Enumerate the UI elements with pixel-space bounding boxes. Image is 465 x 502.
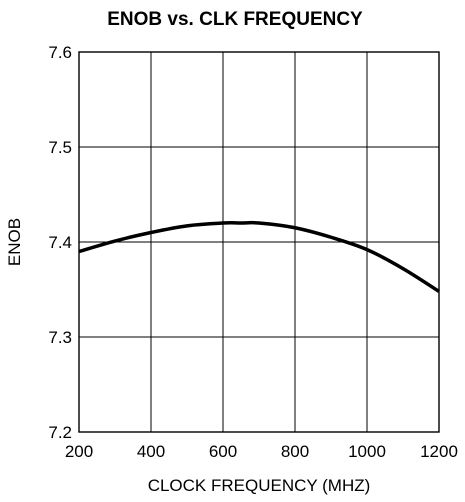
grid-lines [79,52,439,432]
y-tick-label: 7.2 [48,423,72,442]
x-tick-label: 200 [65,442,93,461]
y-tick-label: 7.4 [48,233,72,252]
y-tick-label: 7.6 [48,43,72,62]
x-tick-label: 600 [209,442,237,461]
x-tick-label: 1000 [348,442,386,461]
data-lines [78,220,440,293]
y-tick-labels: 7.2 7.3 7.4 7.5 7.6 [48,43,72,442]
x-tick-label: 400 [137,442,165,461]
x-tick-label: 1200 [420,442,458,461]
y-tick-label: 7.3 [48,328,72,347]
plot-frame [78,51,440,433]
x-tick-labels: 200 400 600 800 1000 1200 [65,442,458,461]
y-axis-label: ENOB [5,218,24,266]
y-tick-label: 7.5 [48,138,72,157]
x-axis-label: CLOCK FREQUENCY (MHZ) [148,476,371,495]
x-tick-label: 800 [281,442,309,461]
chart-title: ENOB vs. CLK FREQUENCY [107,9,363,30]
series-line [78,220,440,293]
